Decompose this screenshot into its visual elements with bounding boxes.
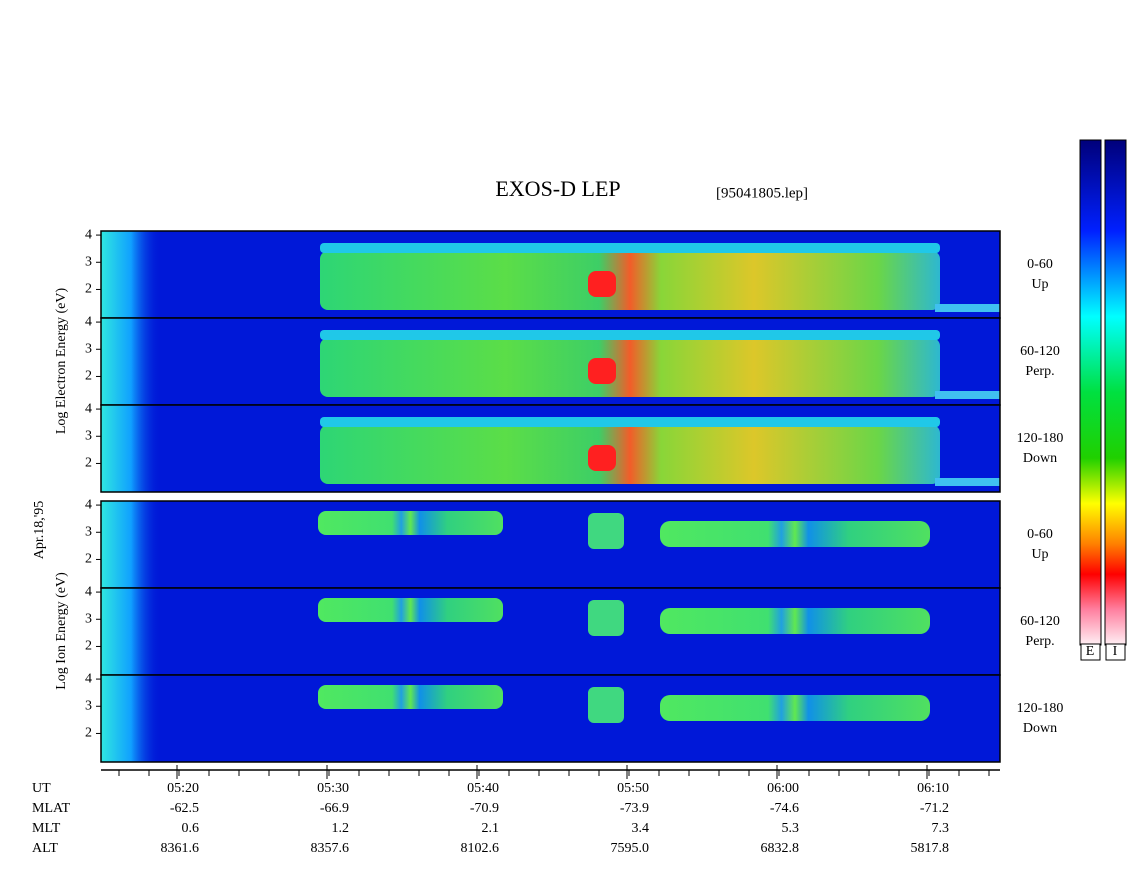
row-value: 8102.6 <box>461 841 500 856</box>
y-tick-label: 4 <box>85 314 92 329</box>
panel-edge <box>101 231 161 318</box>
energy-band-top <box>320 243 940 253</box>
y-tick-label: 4 <box>85 497 92 512</box>
energy-band <box>318 685 503 709</box>
colorbar-label-box <box>1080 643 1101 661</box>
hot-spot <box>588 271 616 297</box>
row-value: 3.4 <box>632 821 650 836</box>
y-tick-label: 2 <box>85 456 92 471</box>
row-name: UT <box>32 781 51 796</box>
chart-title: EXOS-D LEP <box>495 176 620 201</box>
energy-band <box>320 251 940 310</box>
panel-pitch: 120-180 <box>1017 431 1064 446</box>
row-value: 5.3 <box>782 821 800 836</box>
y-tick-label: 2 <box>85 282 92 297</box>
row-value: -66.9 <box>320 801 349 816</box>
y-tick-label: 3 <box>85 524 92 539</box>
energy-band-top <box>320 330 940 340</box>
row-value: 05:50 <box>617 781 649 796</box>
panel-edge <box>101 675 161 762</box>
panel-frame <box>100 404 1001 493</box>
y-tick-label: 4 <box>85 671 92 686</box>
panel-direction: Up <box>1031 277 1048 292</box>
y-tick-label: 2 <box>85 552 92 567</box>
row-value: 8357.6 <box>311 841 350 856</box>
row-name: MLT <box>32 821 61 836</box>
panel-direction: Down <box>1023 451 1057 466</box>
row-value: 05:30 <box>317 781 349 796</box>
row-name: MLAT <box>32 801 71 816</box>
row-value: -73.9 <box>620 801 649 816</box>
low-band <box>935 478 1000 486</box>
y-axis-label: Log Ion Energy (eV) <box>54 572 69 690</box>
y-tick-label: 3 <box>85 611 92 626</box>
energy-band-top <box>320 417 940 427</box>
panel-pitch: 0-60 <box>1027 527 1053 542</box>
colorbar-label-box <box>1105 643 1126 661</box>
low-band <box>935 391 1000 399</box>
row-value: 1.2 <box>332 821 350 836</box>
energy-band <box>660 521 930 547</box>
panel-edge <box>101 501 161 588</box>
row-value: -71.2 <box>920 801 949 816</box>
energy-band <box>318 598 503 622</box>
panel-edge <box>101 588 161 675</box>
y-axis-label: Log Electron Energy (eV) <box>54 288 69 435</box>
row-value: 7595.0 <box>611 841 650 856</box>
energy-band <box>320 425 940 484</box>
energy-band <box>588 600 624 636</box>
low-band <box>935 304 1000 312</box>
colorbar <box>1079 139 1102 646</box>
y-tick-label: 3 <box>85 698 92 713</box>
row-value: 5817.8 <box>911 841 950 856</box>
panel-edge <box>101 318 161 405</box>
panel-edge <box>101 405 161 492</box>
panel-direction: Perp. <box>1025 634 1054 649</box>
y-tick-label: 2 <box>85 639 92 654</box>
y-tick-label: 2 <box>85 369 92 384</box>
row-value: -74.6 <box>770 801 799 816</box>
y-tick-label: 4 <box>85 227 92 242</box>
panel-pitch: 120-180 <box>1017 701 1064 716</box>
row-value: 7.3 <box>932 821 950 836</box>
panel-pitch: 60-120 <box>1020 344 1060 359</box>
panel-pitch: 60-120 <box>1020 614 1060 629</box>
row-value: 05:20 <box>167 781 199 796</box>
row-value: -70.9 <box>470 801 499 816</box>
row-value: 05:40 <box>467 781 499 796</box>
row-value: 06:00 <box>767 781 799 796</box>
y-tick-label: 3 <box>85 254 92 269</box>
row-value: 06:10 <box>917 781 949 796</box>
row-name: ALT <box>32 841 58 856</box>
energy-band <box>660 695 930 721</box>
file-name: [95041805.lep] <box>716 185 808 201</box>
energy-band <box>320 338 940 397</box>
hot-spot <box>588 445 616 471</box>
y-tick-label: 3 <box>85 428 92 443</box>
row-value: 2.1 <box>482 821 500 836</box>
y-tick-label: 4 <box>85 584 92 599</box>
panel-direction: Perp. <box>1025 364 1054 379</box>
panel-direction: Down <box>1023 721 1057 736</box>
colorbar-label: E <box>1086 644 1095 659</box>
colorbar-label: I <box>1113 644 1118 659</box>
colorbar <box>1104 139 1127 646</box>
y-tick-label: 2 <box>85 726 92 741</box>
hot-spot <box>588 358 616 384</box>
row-value: 0.6 <box>182 821 200 836</box>
energy-band <box>588 687 624 723</box>
y-tick-label: 4 <box>85 401 92 416</box>
panel-direction: Up <box>1031 547 1048 562</box>
date-label: Apr.18,'95 <box>32 501 47 560</box>
panel-frame <box>100 674 1001 763</box>
row-value: -62.5 <box>170 801 199 816</box>
energy-band <box>660 608 930 634</box>
row-value: 8361.6 <box>161 841 200 856</box>
energy-band <box>588 513 624 549</box>
row-value: 6832.8 <box>761 841 800 856</box>
energy-band <box>318 511 503 535</box>
panel-pitch: 0-60 <box>1027 257 1053 272</box>
y-tick-label: 3 <box>85 341 92 356</box>
